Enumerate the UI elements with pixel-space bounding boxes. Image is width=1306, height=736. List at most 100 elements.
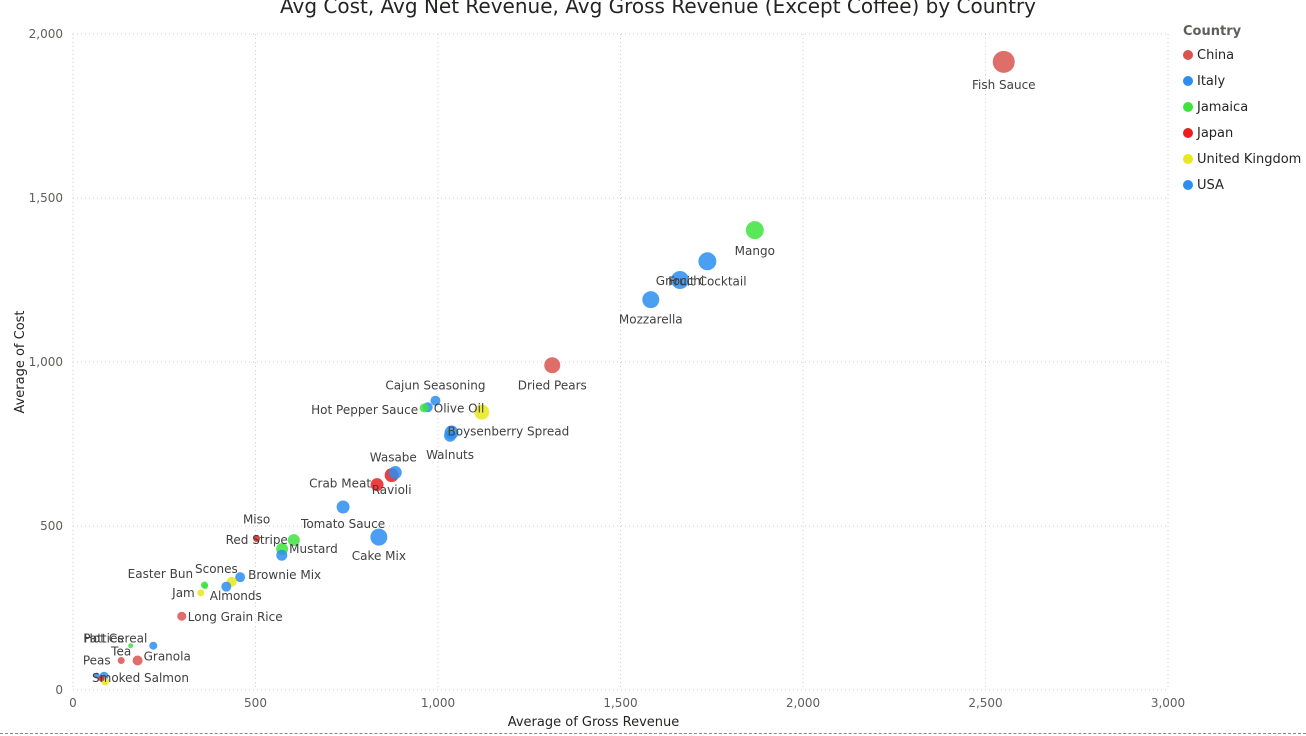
data-label: Fruit Cocktail xyxy=(668,274,746,288)
legend-items: China Italy Jamaica Japan United Kingdom USA xyxy=(1183,42,1301,198)
y-tick-label: 2,000 xyxy=(29,27,63,41)
data-point[interactable] xyxy=(370,478,384,492)
data-label: Ravioli xyxy=(372,483,412,497)
data-label: Smoked Salmon xyxy=(92,671,189,685)
bottom-divider xyxy=(0,733,1306,734)
data-point[interactable] xyxy=(430,395,441,406)
data-label: Walnuts xyxy=(426,448,474,462)
x-axis-ticks: 0 500 1,000 1,500 2,000 2,500 3,000 xyxy=(69,696,1185,710)
data-point[interactable] xyxy=(93,672,100,679)
data-point[interactable] xyxy=(98,675,105,682)
x-tick-label: 1,500 xyxy=(603,696,637,710)
data-label: Granola xyxy=(144,649,191,663)
data-label: Gnocchi xyxy=(656,274,704,288)
data-label: Fish Sauce xyxy=(972,78,1036,92)
data-label: Cajun Seasoning xyxy=(385,379,485,393)
data-label: Hot Pepper Sauce xyxy=(311,403,418,417)
y-tick-label: 1,500 xyxy=(29,191,63,205)
legend-dot xyxy=(1183,154,1193,164)
data-label: Cake Mix xyxy=(352,549,406,563)
x-tick-label: 2,500 xyxy=(968,696,1002,710)
y-tick-label: 500 xyxy=(40,519,63,533)
legend-item[interactable]: United Kingdom xyxy=(1183,146,1301,172)
data-label: Red Stripe xyxy=(226,533,288,547)
x-tick-label: 3,000 xyxy=(1151,696,1185,710)
data-label: Tea xyxy=(110,644,131,658)
x-tick-label: 0 xyxy=(69,696,77,710)
data-label: Mozzarella xyxy=(619,313,683,327)
data-label: Boysenberry Spread xyxy=(448,425,570,439)
legend-label: Italy xyxy=(1197,73,1226,89)
data-point[interactable] xyxy=(132,655,143,666)
legend-item[interactable]: Italy xyxy=(1183,68,1301,94)
legend-label: United Kingdom xyxy=(1197,151,1302,167)
legend-item[interactable]: Jamaica xyxy=(1183,94,1301,120)
data-label: Hot Cereal xyxy=(84,632,147,646)
legend: Country China Italy Jamaica Japan United Kin… xyxy=(1183,24,1301,198)
data-point[interactable] xyxy=(336,500,350,514)
data-point[interactable] xyxy=(370,528,388,546)
grid-lines xyxy=(72,33,1169,691)
legend-label: China xyxy=(1197,47,1235,63)
legend-dot xyxy=(1183,50,1193,60)
data-label: Jam xyxy=(171,586,195,600)
data-label: Tomato Sauce xyxy=(300,517,385,531)
data-label: Dried Pears xyxy=(518,378,587,392)
data-label: Brownie Mix xyxy=(248,568,321,582)
data-point[interactable] xyxy=(221,581,232,592)
x-tick-label: 2,000 xyxy=(786,696,820,710)
data-point[interactable] xyxy=(253,534,261,542)
legend-dot xyxy=(1183,128,1193,138)
legend-item[interactable]: USA xyxy=(1183,172,1301,198)
x-tick-label: 500 xyxy=(244,696,267,710)
data-point[interactable] xyxy=(276,549,288,561)
data-label: Peas xyxy=(83,654,111,668)
y-tick-label: 0 xyxy=(55,683,63,697)
data-label: Almonds xyxy=(210,589,262,603)
data-point[interactable] xyxy=(177,611,187,621)
data-point[interactable] xyxy=(698,252,717,271)
legend-label: Jamaica xyxy=(1197,99,1249,115)
data-label: Wasabe xyxy=(370,451,417,465)
data-label: Easter Bun xyxy=(128,567,193,581)
legend-dot xyxy=(1183,180,1193,190)
data-label: Scones xyxy=(195,562,238,576)
data-point[interactable] xyxy=(235,572,246,583)
data-point[interactable] xyxy=(287,534,300,547)
legend-label: Japan xyxy=(1197,125,1234,141)
legend-title: Country xyxy=(1183,24,1242,39)
data-point[interactable] xyxy=(149,641,158,650)
data-label: Patties xyxy=(83,632,123,646)
data-point[interactable] xyxy=(444,429,457,442)
x-axis-label: Average of Gross Revenue xyxy=(508,715,680,730)
x-tick-label: 1,000 xyxy=(421,696,455,710)
chart-title: Avg Cost, Avg Net Revenue, Avg Gross Rev… xyxy=(279,0,1037,18)
legend-item[interactable]: Japan xyxy=(1183,120,1301,146)
legend-dot xyxy=(1183,102,1193,112)
y-tick-label: 1,000 xyxy=(29,355,63,369)
data-label: Olive Oil xyxy=(434,401,485,415)
data-label: Mango xyxy=(735,244,775,258)
legend-item[interactable]: China xyxy=(1183,42,1301,68)
data-point[interactable] xyxy=(419,403,429,413)
data-point[interactable] xyxy=(670,271,689,289)
data-point[interactable] xyxy=(992,50,1015,73)
data-point[interactable] xyxy=(117,656,125,664)
data-point[interactable] xyxy=(197,589,205,597)
data-point[interactable] xyxy=(388,466,402,480)
data-points xyxy=(93,50,1015,686)
data-point[interactable] xyxy=(474,404,490,420)
data-label: Mustard xyxy=(289,542,338,556)
data-point[interactable] xyxy=(202,583,209,590)
legend-dot xyxy=(1183,76,1193,86)
data-point[interactable] xyxy=(642,291,660,309)
legend-label: USA xyxy=(1197,177,1224,193)
data-label: Crab Meat xyxy=(309,477,371,491)
data-point[interactable] xyxy=(544,357,561,374)
y-axis-ticks: 0 500 1,000 1,500 2,000 xyxy=(29,27,63,697)
data-label: Miso xyxy=(243,512,270,526)
data-point[interactable] xyxy=(128,643,134,649)
data-point[interactable] xyxy=(745,221,764,240)
